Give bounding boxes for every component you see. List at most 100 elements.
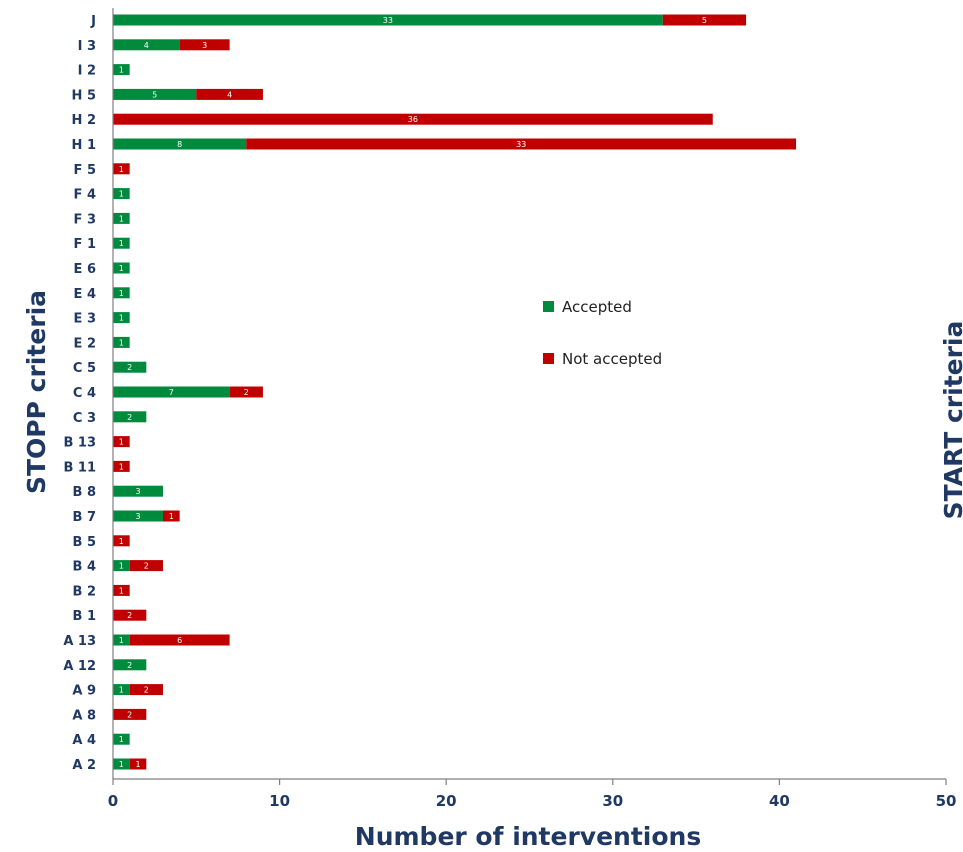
legend-swatch-accepted (543, 301, 554, 312)
bar-value-label: 3 (135, 487, 140, 496)
bar-value-label: 3 (202, 41, 207, 50)
legend-label: Accepted (562, 298, 632, 316)
category-label: A 9 (72, 684, 96, 699)
y-axis-title-right: START criteria (939, 321, 963, 520)
category-label: B 5 (73, 535, 96, 550)
category-label: E 3 (74, 312, 96, 327)
bar-value-label: 4 (144, 41, 149, 50)
bar-accepted (113, 39, 180, 51)
bar-value-label: 1 (119, 462, 124, 471)
bar-value-label: 2 (144, 686, 149, 695)
category-labels: J I 3 I 2 H 5 H 2 H 1 F 5 F 4 F 3 F 1 E 6 E 4 E 3 E 2… (63, 14, 96, 773)
bar-value-label: 8 (177, 140, 182, 149)
category-label: F 4 (74, 188, 96, 203)
bar-value-label: 1 (119, 314, 124, 323)
bar-value-label: 1 (119, 289, 124, 298)
bar-value-label: 1 (119, 239, 124, 248)
category-label: C 3 (73, 411, 96, 426)
category-label: C 5 (73, 361, 96, 376)
bar-not-accepted (113, 460, 130, 472)
bar-value-label: 1 (135, 760, 140, 769)
x-tick-label: 40 (769, 792, 790, 810)
bar-accepted (113, 138, 247, 150)
bar-value-label: 33 (516, 140, 526, 149)
bar-value-label: 1 (119, 562, 124, 571)
bar-value-label: 1 (119, 636, 124, 645)
bar-accepted (113, 361, 147, 373)
category-label: A 4 (72, 733, 96, 748)
category-label: C 4 (73, 386, 96, 401)
bar-accepted (113, 14, 663, 26)
bar-value-label: 2 (127, 413, 132, 422)
bar-not-accepted (662, 14, 747, 26)
bar-accepted (113, 659, 147, 671)
category-label: F 5 (74, 163, 96, 178)
bar-not-accepted (229, 386, 263, 398)
bar-value-label: 1 (119, 586, 124, 595)
bar-value-label: 2 (127, 611, 132, 620)
bar-not-accepted (113, 163, 130, 175)
bar-value-label: 1 (119, 686, 124, 695)
bar-not-accepted (196, 88, 263, 100)
x-tick-label: 20 (436, 792, 457, 810)
x-ticks: 0 10 20 30 40 50 (108, 779, 957, 810)
category-label: A 8 (72, 708, 96, 723)
bar-not-accepted (113, 436, 130, 448)
bar-value-label: 1 (119, 214, 124, 223)
category-label: B 2 (73, 584, 96, 599)
bar-accepted (113, 634, 130, 646)
bar-accepted (113, 287, 130, 299)
bar-value-label: 1 (119, 438, 124, 447)
bar-accepted (113, 411, 147, 423)
bar-accepted (113, 188, 130, 200)
bar-not-accepted (129, 684, 163, 696)
bar-value-label: 2 (244, 388, 249, 397)
bar-value-label: 1 (119, 537, 124, 546)
x-axis-title: Number of interventions (355, 822, 701, 851)
bar-value-label: 36 (408, 115, 418, 124)
bar-accepted (113, 262, 130, 274)
category-label: B 7 (73, 510, 96, 525)
category-label: J (90, 14, 96, 29)
x-tick-label: 10 (269, 792, 290, 810)
x-tick-label: 50 (936, 792, 957, 810)
bar-value-label: 3 (135, 512, 140, 521)
bar-not-accepted (113, 535, 130, 547)
bar-value-label: 2 (127, 363, 132, 372)
category-label: I 2 (78, 64, 96, 79)
category-label: E 4 (74, 287, 96, 302)
bar-not-accepted (113, 609, 147, 621)
bar-value-label: 1 (119, 760, 124, 769)
bar-not-accepted (179, 39, 230, 51)
bar-accepted (113, 88, 197, 100)
bar-accepted (113, 758, 130, 770)
legend: Accepted Not accepted (543, 298, 662, 368)
category-label: A 2 (72, 758, 96, 773)
bar-accepted (113, 560, 130, 572)
bar-value-label: 2 (127, 710, 132, 719)
bar-accepted (113, 336, 130, 348)
category-label: F 1 (74, 237, 96, 252)
category-label: B 4 (73, 560, 96, 575)
legend-swatch-not-accepted (543, 353, 554, 364)
bar-accepted (113, 386, 230, 398)
category-label: B 13 (63, 436, 96, 451)
category-label: E 6 (74, 262, 96, 277)
bar-value-label: 4 (227, 90, 232, 99)
bar-not-accepted (113, 708, 147, 720)
category-label: A 13 (63, 634, 96, 649)
bar-not-accepted (129, 758, 147, 770)
category-label: A 12 (63, 659, 96, 674)
bar-accepted (113, 237, 130, 249)
legend-label: Not accepted (562, 350, 662, 368)
bar-accepted (113, 212, 130, 224)
bar-value-label: 1 (119, 190, 124, 199)
category-label: H 5 (72, 88, 96, 103)
bar-value-label: 5 (702, 16, 707, 25)
bar-value-label: 1 (169, 512, 174, 521)
category-label: B 8 (73, 485, 96, 500)
bar-accepted (113, 510, 163, 522)
bar-value-label: 5 (152, 90, 157, 99)
